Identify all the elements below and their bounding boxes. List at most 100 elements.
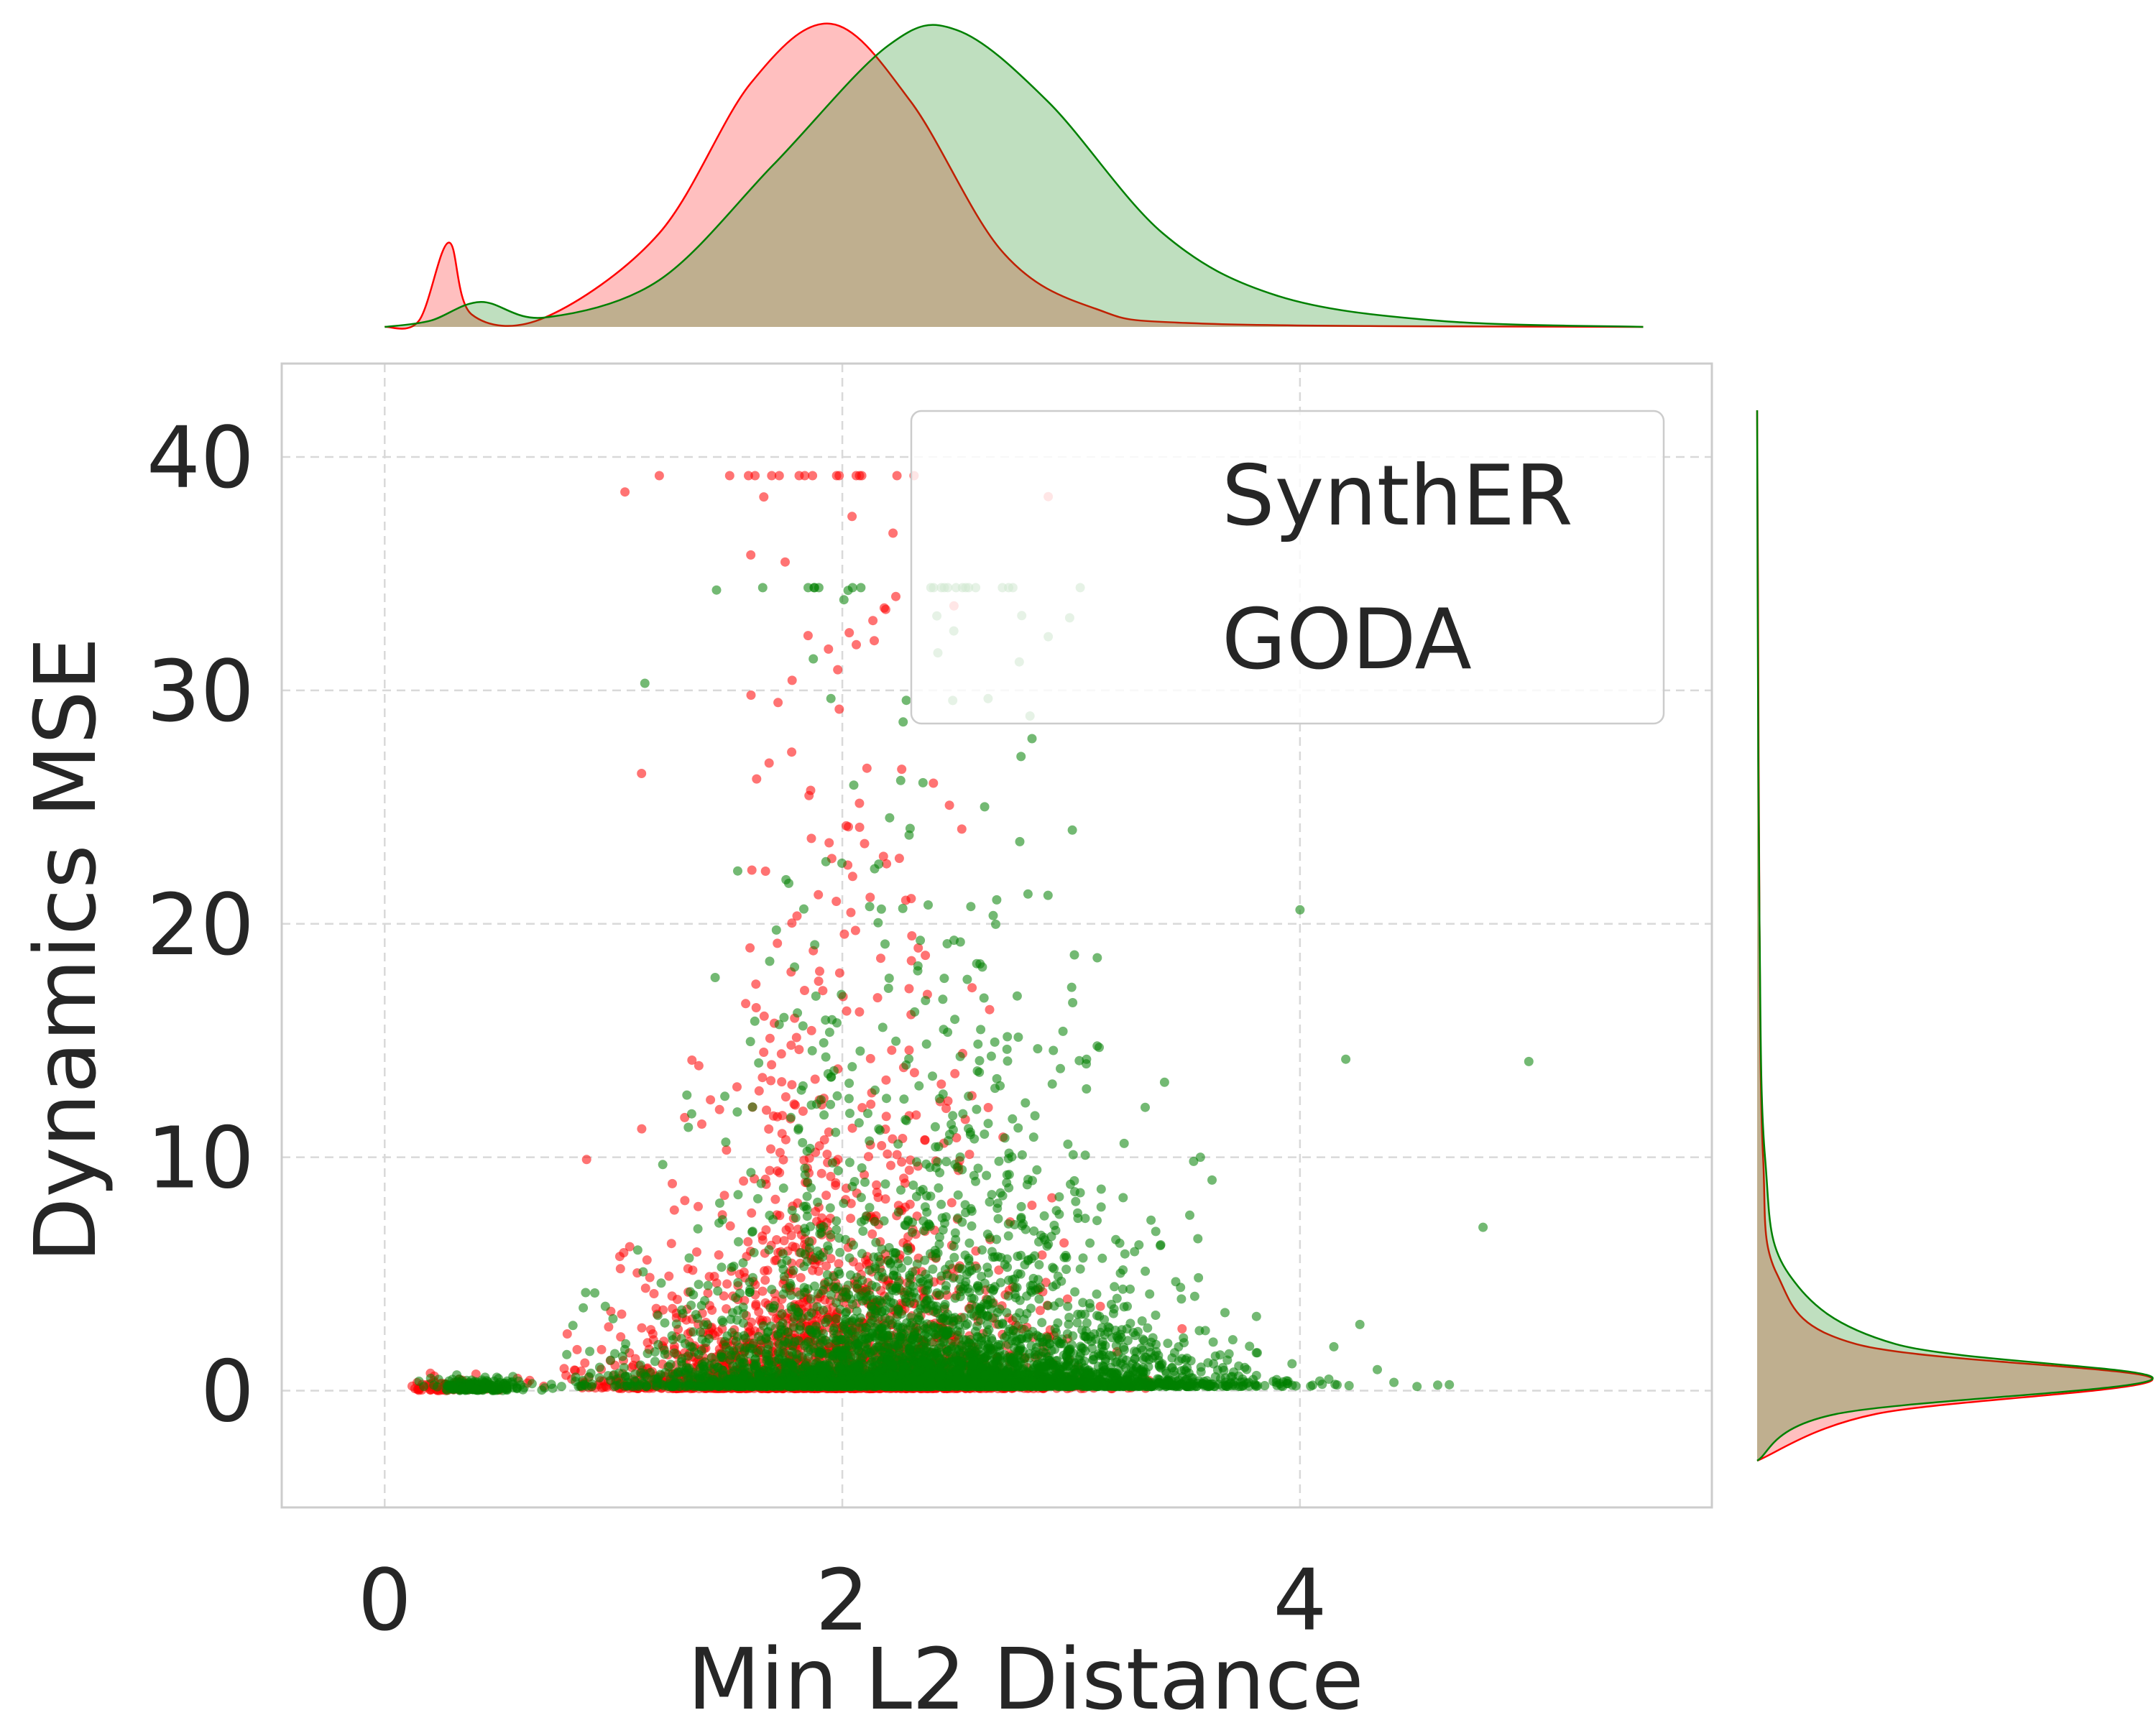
scatter-point — [852, 640, 861, 650]
scatter-point — [637, 1323, 647, 1333]
scatter-point — [1037, 1318, 1046, 1327]
scatter-point — [664, 1272, 673, 1281]
scatter-point — [822, 1150, 831, 1159]
scatter-point — [752, 775, 761, 784]
scatter-point — [1151, 1226, 1161, 1236]
scatter-point — [743, 1237, 752, 1247]
scatter-point — [747, 866, 757, 875]
scatter-point — [842, 1007, 852, 1016]
scatter-point — [923, 900, 933, 910]
scatter-point — [747, 1227, 757, 1237]
scatter-point — [1145, 1290, 1154, 1299]
scatter-point — [863, 1109, 872, 1118]
scatter-point — [691, 1310, 701, 1319]
scatter-point — [951, 1235, 960, 1244]
scatter-point — [814, 976, 824, 986]
scatter-point — [990, 1038, 1000, 1047]
scatter-point — [1110, 1282, 1119, 1291]
scatter-point — [582, 1155, 591, 1164]
scatter-point — [962, 975, 972, 984]
scatter-point — [1034, 1295, 1044, 1304]
scatter-point — [834, 705, 844, 714]
scatter-point — [831, 897, 841, 906]
scatter-point — [796, 1273, 806, 1283]
scatter-point — [750, 471, 760, 481]
scatter-point — [834, 471, 844, 481]
scatter-point — [580, 1359, 589, 1368]
scatter-point — [845, 1253, 854, 1262]
scatter-point — [847, 1062, 857, 1071]
scatter-point — [837, 859, 847, 868]
scatter-point — [900, 1115, 910, 1124]
scatter-point — [1068, 998, 1077, 1007]
scatter-point — [1194, 1273, 1203, 1283]
scatter-point — [773, 698, 783, 707]
scatter-point — [857, 1193, 866, 1202]
scatter-point — [835, 969, 844, 978]
scatter-point — [883, 1150, 892, 1159]
scatter-point — [855, 823, 865, 832]
scatter-point — [646, 1325, 655, 1334]
scatter-point — [563, 1329, 572, 1339]
scatter-point — [726, 1221, 735, 1231]
scatter-point — [897, 764, 906, 774]
scatter-point — [670, 1349, 679, 1358]
scatter-point — [864, 1152, 873, 1161]
scatter-point — [1049, 1046, 1058, 1055]
scatter-point — [765, 1034, 775, 1043]
scatter-point — [982, 1171, 991, 1181]
scatter-point — [819, 1222, 829, 1232]
scatter-point — [901, 1061, 911, 1070]
scatter-point — [687, 1109, 696, 1119]
scatter-point — [751, 1300, 760, 1309]
scatter-point — [921, 951, 930, 960]
scatter-point — [745, 1277, 755, 1287]
scatter-point — [893, 471, 902, 481]
scatter-point — [1000, 1133, 1010, 1142]
scatter-point — [895, 854, 904, 863]
scatter-point — [869, 1252, 878, 1262]
scatter-point — [765, 759, 774, 768]
scatter-point — [816, 1095, 826, 1104]
scatter-point — [694, 1280, 704, 1289]
scatter-point — [770, 1195, 780, 1204]
scatter-point — [604, 1322, 613, 1331]
scatter-point — [786, 1113, 796, 1122]
scatter-point — [1070, 951, 1079, 960]
scatter-point — [557, 1382, 566, 1391]
scatter-point — [866, 1054, 875, 1063]
scatter-point — [1013, 1252, 1022, 1261]
scatter-point — [1013, 1032, 1023, 1042]
scatter-point — [984, 1119, 993, 1128]
scatter-point — [604, 1371, 613, 1380]
scatter-point — [898, 904, 908, 913]
scatter-point — [814, 890, 823, 900]
scatter-point — [886, 1161, 895, 1170]
scatter-point — [821, 1262, 831, 1271]
scatter-point — [658, 1160, 668, 1169]
scatter-point — [706, 1095, 715, 1104]
scatter-point — [746, 1037, 755, 1046]
scatter-point — [919, 1226, 929, 1235]
scatter-point — [965, 1150, 975, 1159]
scatter-point — [1207, 1175, 1217, 1185]
scatter-point — [848, 872, 857, 881]
scatter-point — [750, 1248, 759, 1257]
scatter-point — [415, 1377, 424, 1386]
scatter-point — [918, 1185, 928, 1194]
scatter-point — [941, 1104, 951, 1113]
scatter-point — [798, 1106, 808, 1116]
scatter-point — [1011, 1313, 1021, 1322]
scatter-point — [761, 1225, 770, 1234]
scatter-point — [956, 1152, 965, 1162]
scatter-point — [741, 999, 750, 1008]
scatter-point — [1085, 1239, 1095, 1248]
scatter-point — [793, 911, 802, 920]
scatter-point — [637, 1124, 646, 1134]
scatter-point — [1059, 1238, 1069, 1247]
scatter-point — [839, 1198, 848, 1208]
scatter-point — [729, 1262, 739, 1271]
scatter-point — [873, 993, 883, 1002]
scatter-point — [866, 1099, 875, 1109]
